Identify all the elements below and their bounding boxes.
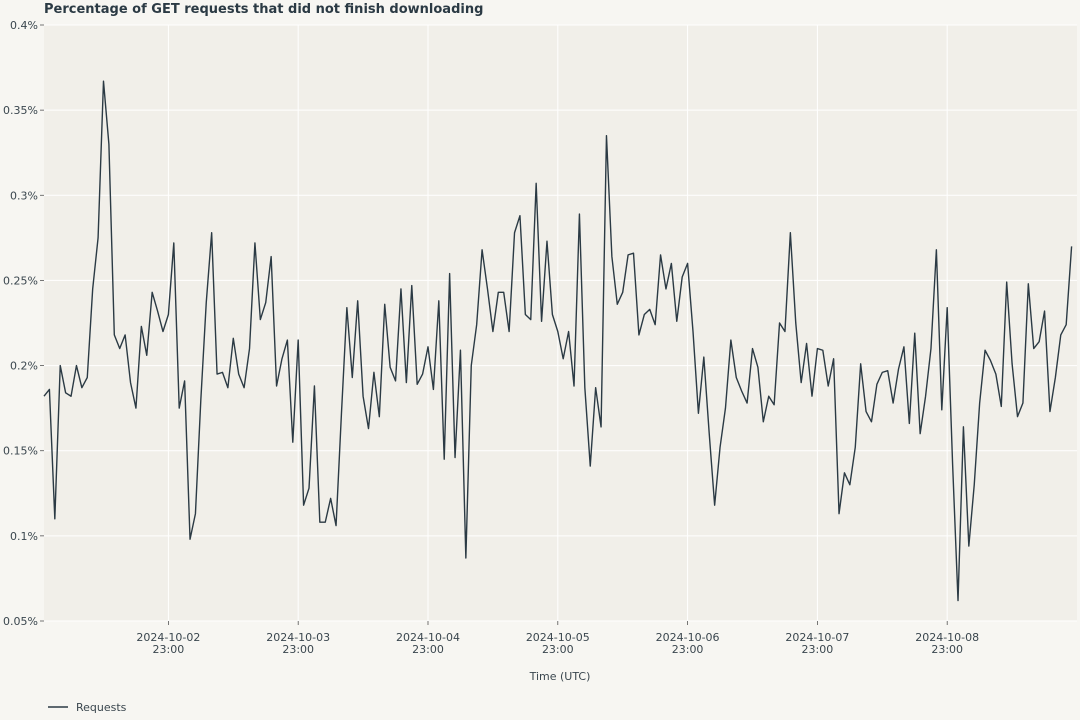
x-axis-tick-labels: 2024-10-0223:002024-10-0323:002024-10-04… bbox=[136, 621, 979, 656]
x-tick-label-date: 2024-10-03 bbox=[266, 631, 330, 644]
legend: Requests bbox=[48, 701, 127, 714]
y-tick-label: 0.25% bbox=[3, 274, 38, 287]
x-tick-label-date: 2024-10-02 bbox=[136, 631, 200, 644]
series-line-requests bbox=[43, 80, 1073, 602]
x-tick-label-time: 23:00 bbox=[542, 643, 574, 656]
plot-area bbox=[44, 25, 1077, 621]
x-tick-label-date: 2024-10-06 bbox=[656, 631, 720, 644]
x-tick-label-time: 23:00 bbox=[802, 643, 834, 656]
y-tick-label: 0.35% bbox=[3, 104, 38, 117]
y-tick-label: 0.2% bbox=[10, 360, 38, 373]
x-axis-label: Time (UTC) bbox=[529, 670, 591, 683]
y-tick-label: 0.3% bbox=[10, 189, 38, 202]
y-tick-label: 0.15% bbox=[3, 445, 38, 458]
series-layer bbox=[43, 80, 1073, 602]
legend-label-requests: Requests bbox=[76, 701, 127, 714]
y-tick-label: 0.1% bbox=[10, 530, 38, 543]
x-tick-label-date: 2024-10-08 bbox=[915, 631, 979, 644]
y-tick-label: 0.4% bbox=[10, 19, 38, 32]
y-axis-tick-labels: 0.05% 0.1% 0.15% 0.2% 0.25% 0.3% 0.35% 0.4% bbox=[3, 19, 44, 628]
x-tick-label-date: 2024-10-05 bbox=[526, 631, 590, 644]
x-tick-label-time: 23:00 bbox=[282, 643, 314, 656]
chart-title: Percentage of GET requests that did not … bbox=[44, 2, 483, 17]
x-tick-label-time: 23:00 bbox=[412, 643, 444, 656]
x-tick-label-date: 2024-10-07 bbox=[785, 631, 849, 644]
gridlines bbox=[44, 24, 1077, 622]
x-tick-label-time: 23:00 bbox=[931, 643, 963, 656]
x-tick-label-time: 23:00 bbox=[153, 643, 185, 656]
x-tick-label-date: 2024-10-04 bbox=[396, 631, 460, 644]
y-tick-label: 0.05% bbox=[3, 615, 38, 628]
x-tick-label-time: 23:00 bbox=[672, 643, 704, 656]
